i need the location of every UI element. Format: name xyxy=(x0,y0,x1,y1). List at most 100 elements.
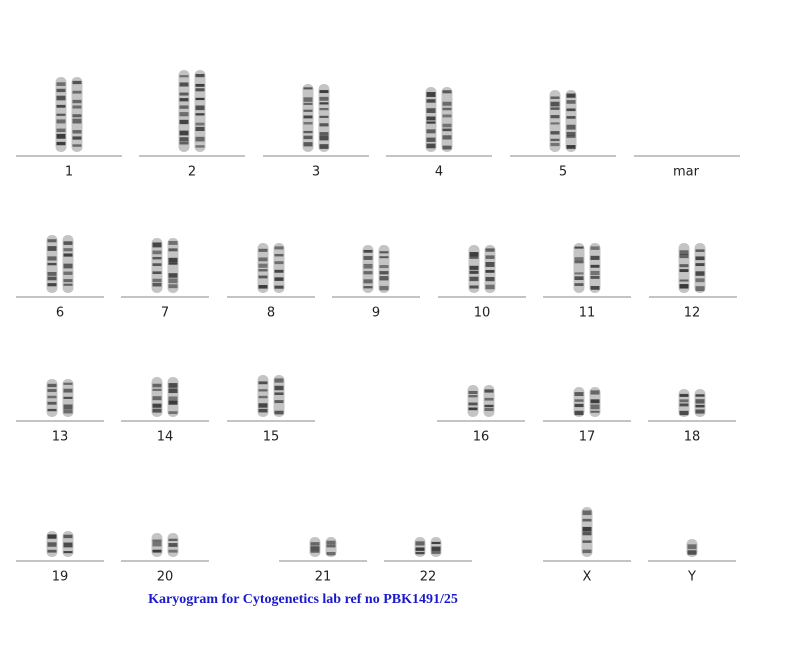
chromosome-band xyxy=(415,547,425,551)
chromosome-band xyxy=(550,122,560,125)
chromosome-band xyxy=(326,544,336,548)
chromosome-band xyxy=(469,265,479,270)
chromosome-band xyxy=(582,540,592,543)
chromosome-band xyxy=(442,128,452,132)
chromosome-band xyxy=(426,92,436,97)
chromosome-label: 5 xyxy=(559,165,567,180)
chromosome-band xyxy=(63,241,73,245)
chromosome-label: 17 xyxy=(579,430,596,445)
chromosome-band xyxy=(695,278,705,283)
chromosome-band xyxy=(379,265,389,269)
chromosome-band xyxy=(63,388,73,393)
chromosome-band xyxy=(63,382,73,385)
chromosome-band xyxy=(63,534,73,539)
chromosome-band xyxy=(426,129,436,134)
chromosome-band xyxy=(303,87,313,90)
chromosome-band xyxy=(574,276,584,281)
chromosome-band xyxy=(574,283,584,286)
chromosome-band xyxy=(152,539,162,543)
chromosome-band xyxy=(679,279,689,282)
chromosome-label: 8 xyxy=(267,306,275,321)
chromosome-band xyxy=(484,404,494,408)
chromosome-band xyxy=(72,114,82,118)
chromosome-band xyxy=(679,269,689,273)
chromosome-band xyxy=(582,526,592,532)
chromosome-band xyxy=(152,271,162,275)
chromosome-band xyxy=(319,135,329,141)
chromosome-band xyxy=(566,108,576,112)
chromosome-band xyxy=(426,137,436,142)
chromosome-label: 1 xyxy=(65,165,73,180)
chromosome-band xyxy=(431,550,441,554)
chromosome xyxy=(273,243,285,293)
chromosome xyxy=(467,385,479,417)
chromosome-band xyxy=(442,107,452,111)
chromosome-band xyxy=(47,542,57,547)
chromosome-band xyxy=(695,409,705,414)
chromosome-band xyxy=(442,135,452,140)
chromosome-band xyxy=(485,255,495,259)
chromosome-band xyxy=(258,263,268,268)
chromosome-band xyxy=(274,385,284,391)
chromosome-band xyxy=(442,114,452,118)
chromosome-band xyxy=(550,115,560,119)
chromosome-band xyxy=(590,410,600,413)
chromosome-band xyxy=(574,392,584,397)
chromosome-band xyxy=(566,124,576,130)
chromosome-band xyxy=(426,143,436,149)
chromosome-band xyxy=(484,389,494,393)
chromosome xyxy=(273,375,285,417)
chromosome-band xyxy=(319,115,329,118)
chromosome-band xyxy=(363,249,373,253)
chromosome-band xyxy=(179,92,189,96)
chromosome-label: 7 xyxy=(161,306,169,321)
chromosome-band xyxy=(485,270,495,273)
chromosome-label: 14 xyxy=(157,430,174,445)
chromosome-label: 21 xyxy=(315,570,332,585)
chromosome-band xyxy=(485,277,495,282)
chromosome-band xyxy=(274,261,284,265)
chromosome-band xyxy=(550,107,560,110)
chromosome-band xyxy=(431,541,441,545)
chromosome-band xyxy=(47,276,57,281)
chromosome-band xyxy=(679,284,689,289)
chromosome-label: 10 xyxy=(474,306,491,321)
chromosome-band xyxy=(56,128,66,133)
chromosome-band xyxy=(258,275,268,279)
chromosome-band xyxy=(679,399,689,403)
chromosome-band xyxy=(468,407,478,411)
chromosome-band xyxy=(468,402,478,406)
chromosome-band xyxy=(56,104,66,108)
chromosome-band xyxy=(72,105,82,109)
chromosome-band xyxy=(574,260,584,264)
chromosome-band xyxy=(319,132,329,136)
chromosome-band xyxy=(195,105,205,111)
chromosome-band xyxy=(56,88,66,93)
chromosome-band xyxy=(442,90,452,94)
chromosome-band xyxy=(274,400,284,404)
chromosome-band xyxy=(469,285,479,289)
chromosome-band xyxy=(469,270,479,274)
chromosome-band xyxy=(274,378,284,383)
chromosome-band xyxy=(566,145,576,149)
chromosome-band xyxy=(195,126,205,132)
chromosome-band xyxy=(63,551,73,554)
chromosome-band xyxy=(574,403,584,408)
chromosome-band xyxy=(319,123,329,127)
chromosome-band xyxy=(258,395,268,399)
chromosome xyxy=(565,90,577,152)
chromosome-band xyxy=(363,263,373,269)
chromosome-band xyxy=(379,276,389,281)
chromosome-band xyxy=(484,397,494,401)
chromosome-band xyxy=(47,408,57,412)
chromosome-band xyxy=(56,119,66,124)
chromosome-band xyxy=(485,248,495,252)
chromosome-band xyxy=(152,549,162,553)
chromosome-band xyxy=(72,130,82,134)
chromosome-band xyxy=(566,93,576,98)
chromosome-band xyxy=(195,88,205,92)
chromosome-band xyxy=(574,410,584,416)
chromosome-band xyxy=(468,390,478,395)
